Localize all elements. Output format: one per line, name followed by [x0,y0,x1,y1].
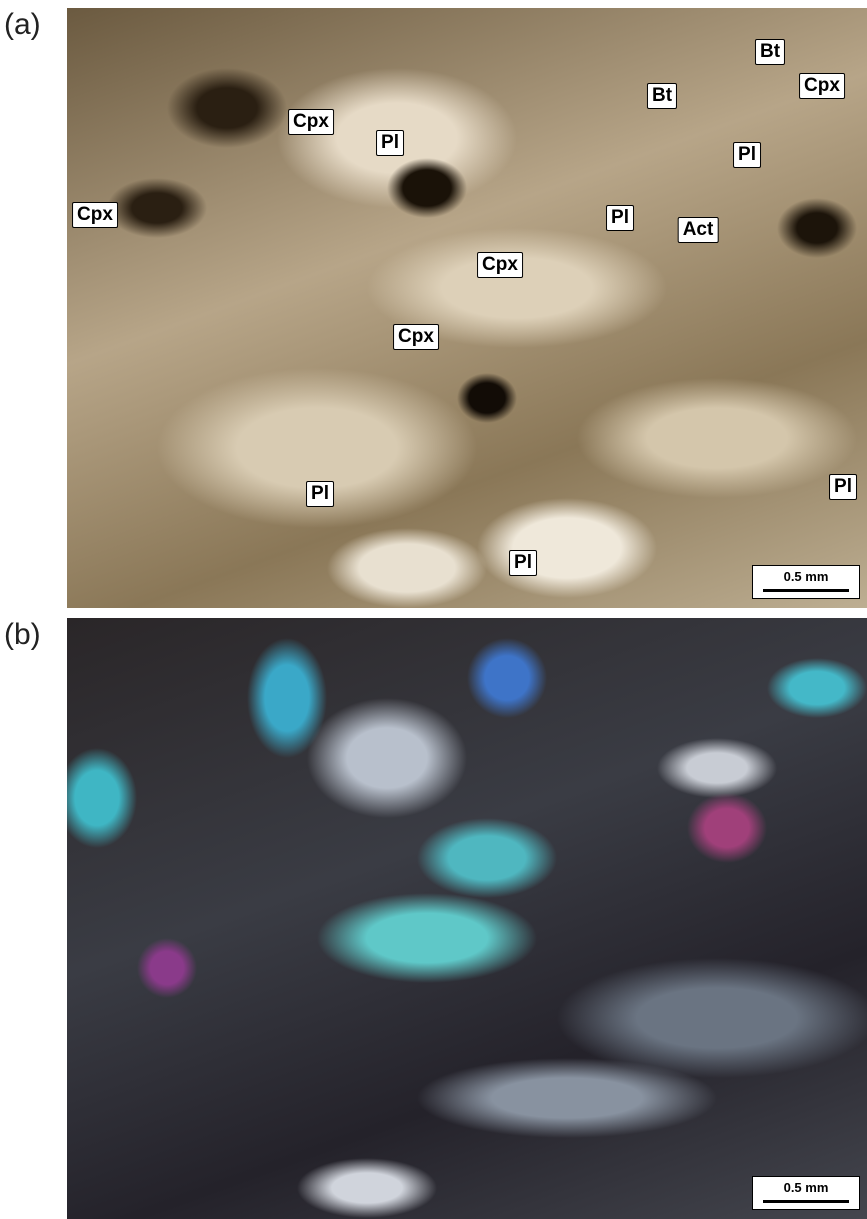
scale-bar-label: 0.5 mm [753,1180,859,1195]
mineral-label: Bt [647,83,677,109]
scale-bar: 0.5 mm [752,565,860,599]
scale-bar: 0.5 mm [752,1176,860,1210]
mineral-label: Cpx [799,73,845,99]
panel-label: (a) [4,8,41,42]
mineral-label: Act [678,217,719,243]
mineral-label: Cpx [72,202,118,228]
mineral-label: Pl [733,142,761,168]
scale-bar-label: 0.5 mm [753,569,859,584]
mineral-label: Pl [606,205,634,231]
mineral-label: Bt [755,39,785,65]
mineral-label: Cpx [393,324,439,350]
photomicrograph-xpl: 0.5 mm [67,618,867,1219]
mineral-label: Cpx [288,109,334,135]
mineral-label: Pl [376,130,404,156]
mineral-label: Pl [306,481,334,507]
mineral-label: Pl [509,550,537,576]
mineral-label: Cpx [477,252,523,278]
photomicrograph-ppl: Bt Cpx Bt Cpx Pl Pl Cpx Pl Act Cpx Cpx P… [67,8,867,608]
mineral-label: Pl [829,474,857,500]
figure: (a) Bt Cpx Bt Cpx Pl Pl Cpx Pl Act Cpx C… [0,0,867,1219]
panel-label: (b) [4,618,41,652]
